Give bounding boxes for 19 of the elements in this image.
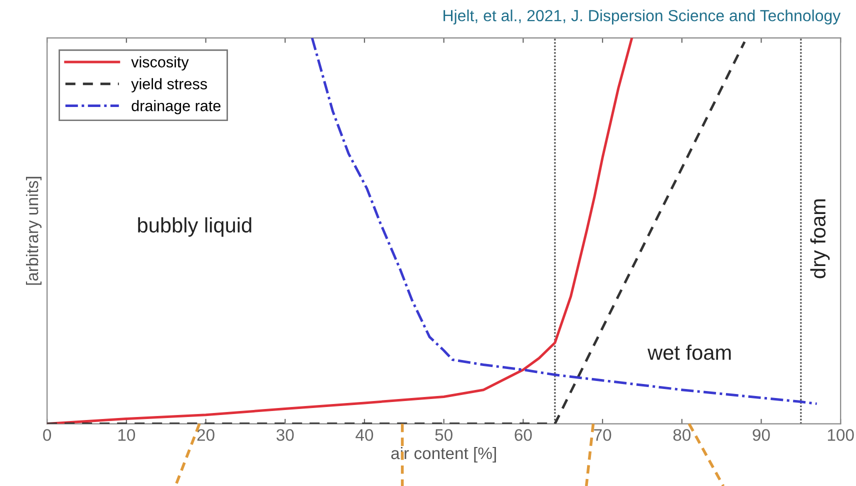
x-tick-label: 30 <box>276 429 294 441</box>
x-tick-label: 0 <box>43 429 52 441</box>
annotation: dry foam <box>810 199 830 278</box>
y-axis-title: [arbitrary units] <box>26 176 42 285</box>
annotation: bubbly liquid <box>138 217 252 237</box>
x-tick-label: 50 <box>435 429 452 441</box>
x-tick-label: 40 <box>356 429 374 441</box>
x-tick-label: 70 <box>594 429 612 441</box>
x-tick-label: 60 <box>514 429 532 441</box>
legend-label: drainage rate <box>132 100 220 114</box>
text: Hjelt, et al., 2021, J. Dispersion Science and Technology <box>444 10 841 24</box>
x-tick-label: 20 <box>197 429 214 441</box>
x-tick-label: 90 <box>752 429 770 441</box>
x-tick-label: 100 <box>828 429 854 441</box>
x-tick-label: 10 <box>118 429 136 441</box>
legend-label: yield stress <box>131 78 207 92</box>
legend-label: viscosity <box>131 56 189 70</box>
annotation: wet foam <box>648 344 731 360</box>
x-tick-label: 80 <box>673 429 691 441</box>
